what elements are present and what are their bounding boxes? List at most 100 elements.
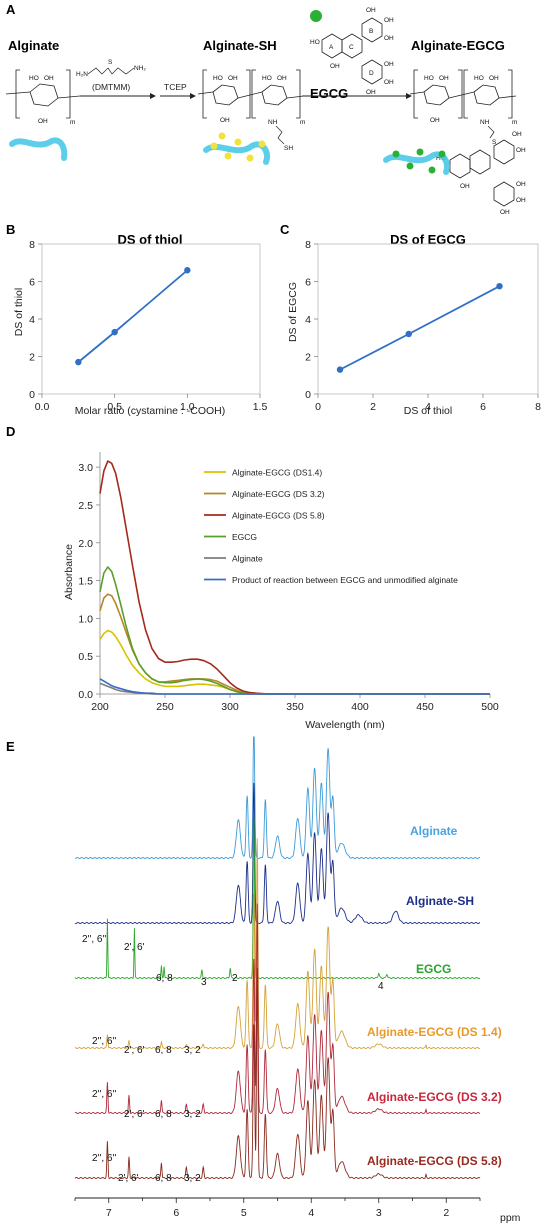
nmr-xlabel: ppm xyxy=(500,1212,521,1224)
x-tick-label: 1.0 xyxy=(180,401,195,413)
egcg-oh-6: OH xyxy=(384,79,394,86)
x-tick-label: 6 xyxy=(480,401,486,413)
egcg-peak-label: 6, 8 xyxy=(156,973,173,984)
alginate-oh2: OH xyxy=(38,118,48,125)
x-tick-label: 5 xyxy=(241,1207,247,1219)
chart-c-ylabel: DS of EGCG xyxy=(287,282,299,342)
data-point xyxy=(184,267,191,274)
ae-oh-4: OH xyxy=(512,131,522,138)
legend-entry: Alginate-EGCG (DS 5.8) xyxy=(232,511,325,521)
egcg-oh-1: OH xyxy=(330,63,340,70)
sh-sh: SH xyxy=(284,145,293,152)
sh-oh-2: OH xyxy=(277,75,287,82)
ae-oh-2: OH xyxy=(489,75,499,82)
ds14-peak-label: 2', 6' xyxy=(124,1045,145,1056)
chart-b-ylabel: DS of thiol xyxy=(13,288,25,336)
nmr-spectrum-line xyxy=(75,838,481,1050)
y-tick-label: 3.0 xyxy=(78,462,93,474)
chart-d-axes: 200 250 300 350 400 450 500 0.0 0.5 1.0 1.5 2.0 2.5 3… xyxy=(78,452,499,713)
reagent-dmtmm: (DMTMM) xyxy=(92,82,130,92)
nmr-spectrum-line xyxy=(74,782,481,925)
panel-c-chart: C DS of EGCG 0 2 4 6 8 0 2 4 6 8 DS of thiol DS o… xyxy=(280,222,541,417)
alginate-chain-icon xyxy=(9,137,68,161)
x-tick-label: 7 xyxy=(106,1207,112,1219)
chart-b-axes: 0.0 0.5 1.0 1.5 0 2 4 6 8 xyxy=(29,239,267,413)
egcg-title: EGCG xyxy=(310,86,348,101)
panel-d-chart: D 200 250 300 350 400 450 500 0.0 0.5 1.0 1.5 2.0 2.… xyxy=(6,424,499,731)
ring-d: D xyxy=(369,70,374,77)
sh-m: m xyxy=(300,119,305,126)
ae-nh: NH xyxy=(480,119,490,126)
egcg-peak-label: 2 xyxy=(232,973,238,984)
legend-entry: Alginate-EGCG (DS 3.2) xyxy=(232,489,325,499)
panel-d-letter: D xyxy=(6,424,15,439)
ae-ho-1: HO xyxy=(424,75,434,82)
egcg-oh-3: OH xyxy=(384,17,394,24)
ae-oh-3: OH xyxy=(430,117,440,124)
chart-c-title: DS of EGCG xyxy=(390,232,466,247)
x-tick-label: 2 xyxy=(370,401,376,413)
ring-a: A xyxy=(329,44,334,51)
reagent-tcep: TCEP xyxy=(164,82,187,92)
ds32-peak-label: 6, 8 xyxy=(155,1109,172,1120)
panel-a-letter: A xyxy=(6,2,16,17)
x-tick-label: 3 xyxy=(376,1207,382,1219)
cystamine-s: S xyxy=(108,59,113,66)
egcg-ho-1: HO xyxy=(310,39,320,46)
y-tick-label: 0.5 xyxy=(78,651,93,663)
ds58-peak-label: 2'', 6'' xyxy=(92,1153,116,1164)
panel-e-letter: E xyxy=(6,739,15,754)
y-tick-label: 6 xyxy=(29,277,35,289)
egcg-peak-label: 2', 6' xyxy=(124,942,145,953)
nmr-spectrum-line xyxy=(74,968,481,1180)
x-tick-label: 300 xyxy=(221,701,239,713)
egcg-oh-4: OH xyxy=(384,35,394,42)
x-tick-label: 350 xyxy=(286,701,304,713)
panel-e-nmr: E 7 6 5 4 3 2 ppm Alginate Alginate-SH EGCG A… xyxy=(6,736,521,1224)
ae-ho-2: HO xyxy=(474,75,484,82)
ae-s: S xyxy=(492,139,497,146)
cystamine-nh2: NH₂ xyxy=(134,65,146,72)
ds14-peak-label: 3, 2 xyxy=(184,1045,201,1056)
x-tick-label: 4 xyxy=(308,1207,314,1219)
x-tick-label: 0.0 xyxy=(35,401,50,413)
series-line xyxy=(99,460,490,695)
y-tick-label: 4 xyxy=(29,314,35,326)
ds14-peak-label: 6, 8 xyxy=(155,1045,172,1056)
egcg-oh-2: OH xyxy=(366,7,376,14)
x-tick-label: 6 xyxy=(173,1207,179,1219)
x-tick-label: 4 xyxy=(425,401,431,413)
nmr-label-ds32: Alginate-EGCG (DS 3.2) xyxy=(367,1090,502,1104)
ds58-peak-label: 3, 2 xyxy=(184,1173,201,1184)
chart-b-title: DS of thiol xyxy=(118,232,183,247)
x-tick-label: 500 xyxy=(481,701,499,713)
plot-frame xyxy=(41,243,261,395)
ae-m: m xyxy=(512,119,517,126)
y-tick-label: 8 xyxy=(305,239,311,251)
ds14-peak-label: 2'', 6'' xyxy=(92,1036,116,1047)
legend-entry: EGCG xyxy=(232,532,257,542)
series-line xyxy=(77,269,188,363)
alginate-title: Alginate xyxy=(8,38,59,53)
ring-b: B xyxy=(369,28,373,35)
nmr-label-ds58: Alginate-EGCG (DS 5.8) xyxy=(367,1154,502,1168)
ds32-peak-label: 2'', 6'' xyxy=(92,1089,116,1100)
series-line xyxy=(99,678,490,695)
alginate-sh-structure: HO OH HO OH OH NH SH m xyxy=(197,69,305,152)
x-tick-label: 2 xyxy=(443,1207,449,1219)
reaction-arrow-egcg xyxy=(302,93,412,99)
y-tick-label: 2.0 xyxy=(78,538,93,550)
alginate-ho: HO xyxy=(29,75,39,82)
y-tick-label: 0 xyxy=(29,389,35,401)
reaction-arrow-1: H₂N S NH₂ (DMTMM) TCEP xyxy=(76,59,196,99)
chart-c-axes: 0 2 4 6 8 0 2 4 6 8 xyxy=(305,239,541,413)
series-line xyxy=(99,566,490,695)
sh-oh-3: OH xyxy=(220,117,230,124)
x-tick-label: 200 xyxy=(91,701,109,713)
alginate-egcg-icon xyxy=(383,148,450,175)
ds32-peak-label: 2', 6' xyxy=(124,1109,145,1120)
data-point xyxy=(496,282,503,290)
y-tick-label: 0 xyxy=(305,389,311,401)
sh-ho-2: HO xyxy=(262,75,272,82)
legend-entry: Alginate xyxy=(232,554,263,564)
